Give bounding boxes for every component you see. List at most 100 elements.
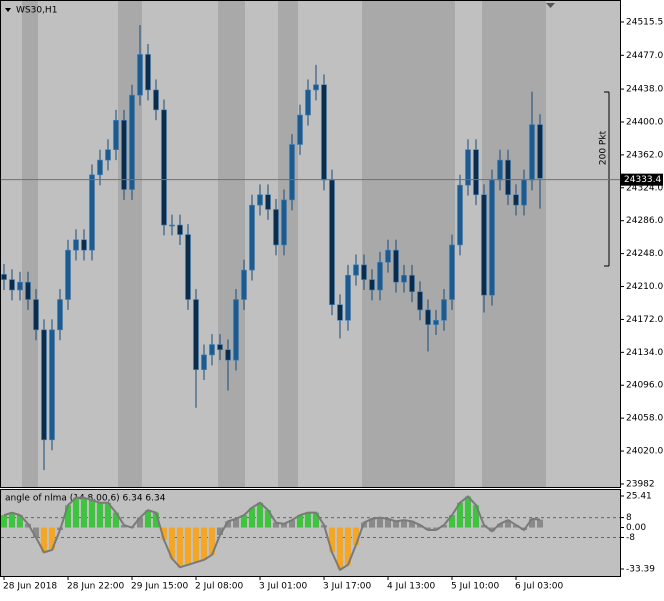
candle-body — [441, 299, 447, 321]
candle-body — [521, 179, 527, 206]
x-tick-label: 28 Jun 2018 — [3, 582, 57, 592]
histogram-bar — [169, 527, 175, 559]
ruler-label: 200 Pkt — [599, 130, 609, 165]
histogram-bar — [369, 518, 375, 528]
histogram-bar — [113, 512, 119, 528]
histogram-bar — [537, 519, 543, 528]
y-tick-label: 24477.0 — [626, 51, 663, 61]
candle-body — [233, 299, 239, 361]
y-tick-label: 24248.0 — [626, 249, 663, 259]
candle-body — [321, 84, 327, 181]
x-tick-label: 5 Jul 10:00 — [451, 582, 500, 592]
candle-body — [345, 274, 351, 321]
histogram-bar — [385, 518, 391, 528]
candle-body — [145, 54, 151, 91]
histogram-bar — [441, 525, 447, 528]
y-tick-label: 0.00 — [626, 523, 646, 533]
histogram-bar — [81, 497, 87, 528]
histogram-bar — [1, 515, 7, 528]
histogram-bar — [513, 525, 519, 528]
y-tick-label: 24134.0 — [626, 348, 663, 358]
last-price-label: 24333.4 — [624, 175, 661, 185]
candle-body — [289, 144, 295, 201]
indicator-pane — [1, 490, 620, 576]
ruler — [604, 91, 610, 267]
histogram-bar — [345, 527, 351, 565]
candle-body — [537, 124, 543, 179]
candle-body — [385, 249, 391, 263]
candle-body — [57, 299, 63, 331]
candle-body — [433, 319, 439, 325]
candle-body — [401, 274, 407, 283]
histogram-bar — [161, 527, 167, 540]
candle-body — [121, 119, 127, 190]
candle-body — [305, 89, 311, 116]
y-tick-label: 25.41 — [626, 491, 652, 501]
candle-body — [241, 269, 247, 300]
candle-body — [153, 89, 159, 111]
candle-body — [457, 184, 463, 246]
candle-body — [417, 291, 423, 311]
histogram-bar — [241, 515, 247, 528]
histogram-bar — [281, 523, 287, 528]
x-tick-label: 29 Jun 15:00 — [131, 582, 188, 592]
y-tick-label: 24286.0 — [626, 216, 663, 226]
histogram-bar — [529, 518, 535, 528]
day-band — [278, 1, 298, 487]
candle-body — [185, 234, 191, 300]
histogram-bar — [257, 502, 263, 528]
candle-body — [49, 329, 55, 441]
candle-body — [265, 194, 271, 210]
candle-body — [161, 109, 167, 226]
candle-body — [33, 299, 39, 331]
candle-body — [369, 279, 375, 291]
day-band — [22, 1, 38, 487]
candle-body — [201, 354, 207, 370]
histogram-bar — [305, 512, 311, 528]
histogram-bar — [289, 520, 295, 528]
y-tick-label: 24400.0 — [626, 117, 663, 127]
candle-body — [473, 149, 479, 196]
candle-body — [137, 54, 143, 96]
day-band — [362, 1, 455, 487]
y-tick-label: 24515.5 — [626, 17, 663, 27]
y-tick-label: -33.39 — [626, 564, 655, 574]
last-price-box — [621, 173, 663, 186]
candle-body — [41, 329, 47, 441]
histogram-bar — [425, 527, 431, 531]
x-tick-label: 4 Jul 13:00 — [387, 582, 436, 592]
candle-body — [177, 224, 183, 235]
y-tick-label: 24096.0 — [626, 381, 663, 391]
candle-body — [497, 159, 503, 181]
histogram-bar — [249, 507, 255, 528]
candle-body — [217, 344, 223, 351]
candle-body — [113, 119, 119, 150]
histogram-bar — [65, 505, 71, 528]
x-tick-label: 6 Jul 03:00 — [515, 582, 564, 592]
y-tick-label: -8 — [626, 533, 635, 543]
candle-body — [465, 149, 471, 186]
candle-body — [489, 179, 495, 296]
x-tick-label: 28 Jun 22:00 — [67, 582, 124, 592]
histogram-bar — [505, 520, 511, 528]
candle-body — [249, 204, 255, 271]
histogram-bar — [273, 522, 279, 528]
menu-arrow[interactable] — [5, 8, 11, 12]
candle-body — [209, 344, 215, 356]
histogram-bar — [473, 505, 479, 528]
candle-body — [65, 249, 71, 300]
x-tick-label: 2 Jul 08:00 — [195, 582, 244, 592]
candle-body — [505, 159, 511, 196]
histogram-bar — [417, 525, 423, 528]
histogram-bar — [73, 497, 79, 528]
y-tick-label: 24324.0 — [626, 183, 663, 193]
shift-marker — [546, 3, 555, 8]
y-tick-label: 8 — [626, 513, 632, 523]
y-tick-label: 24058.0 — [626, 414, 663, 424]
histogram-bar — [177, 527, 183, 568]
candle-body — [89, 174, 95, 251]
indicator-frame — [0, 489, 621, 577]
histogram-bar — [201, 527, 207, 560]
histogram-bar — [137, 517, 143, 528]
